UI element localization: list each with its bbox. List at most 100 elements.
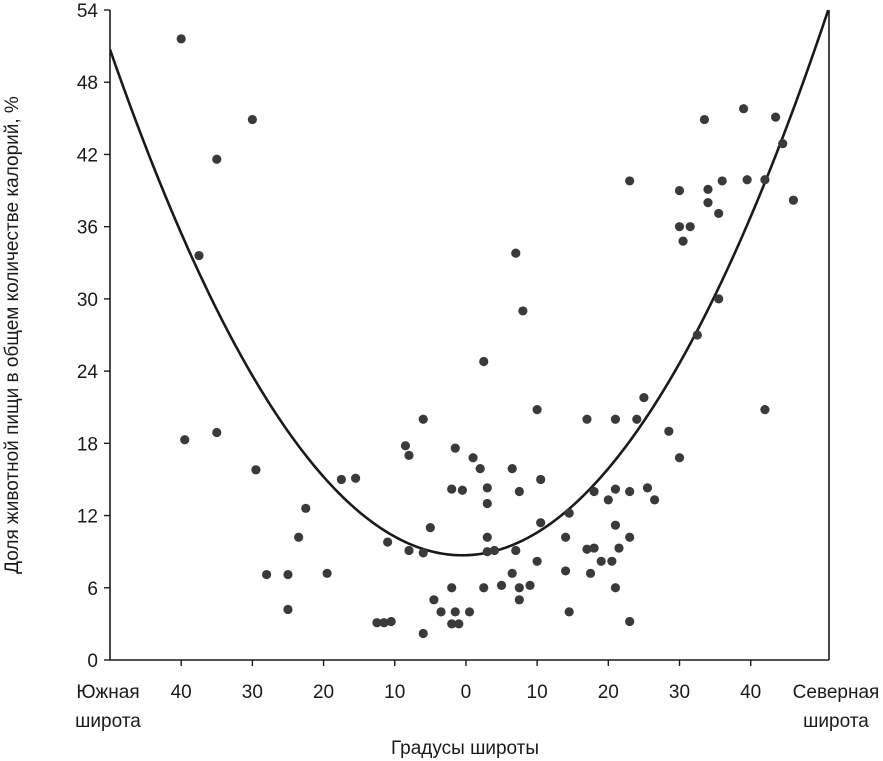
x-right-label-line2: широта: [803, 711, 869, 732]
y-tick-label: 30: [77, 290, 98, 311]
data-point: [418, 628, 428, 639]
data-point: [614, 543, 624, 553]
data-point: [496, 580, 507, 590]
data-point: [447, 583, 457, 593]
x-axis-ticks: 40 30 20 10 0 10 20 30 40: [171, 660, 761, 703]
y-axis-ticks: 0 6 12 18 24 30 36 42 48 54: [77, 1, 110, 672]
data-point: [639, 392, 649, 403]
x-tick-label: 0: [461, 682, 472, 703]
y-tick-label: 6: [87, 579, 98, 600]
data-point: [464, 607, 475, 617]
data-point: [685, 222, 695, 232]
plot-area: [109, 10, 830, 661]
data-point: [294, 532, 304, 542]
data-point: [450, 607, 460, 617]
data-point: [703, 184, 713, 194]
data-point: [479, 356, 489, 367]
data-point: [479, 583, 489, 593]
data-point: [482, 547, 492, 557]
data-point: [610, 583, 621, 593]
data-point: [514, 486, 524, 497]
data-point: [176, 34, 186, 44]
data-point: [489, 545, 500, 556]
data-point: [610, 414, 621, 424]
data-point: [714, 294, 724, 304]
data-point: [649, 495, 660, 505]
y-tick-label: 42: [77, 145, 98, 166]
data-point: [251, 465, 261, 475]
y-tick-label: 48: [77, 73, 98, 94]
x-axis-title: Градусы широты: [391, 738, 539, 759]
data-point: [351, 473, 361, 483]
data-point: [301, 503, 311, 513]
data-point: [180, 435, 190, 445]
data-point: [518, 306, 528, 316]
data-point: [194, 250, 204, 261]
data-point: [532, 405, 542, 415]
data-point: [454, 619, 464, 629]
data-point: [632, 414, 642, 424]
data-point: [610, 484, 621, 494]
x-tick-label: 20: [598, 682, 619, 703]
data-point: [283, 569, 293, 580]
data-point: [589, 486, 599, 497]
data-point: [564, 607, 574, 617]
data-point: [372, 618, 382, 628]
data-point: [625, 486, 635, 497]
data-point: [742, 175, 752, 185]
data-point: [482, 532, 492, 542]
x-tick-label: 20: [313, 682, 334, 703]
data-point: [703, 197, 713, 208]
x-left-label-line2: широта: [75, 711, 141, 732]
data-point: [536, 518, 546, 528]
data-point: [400, 441, 411, 451]
data-point: [404, 545, 414, 556]
data-point: [564, 508, 574, 518]
x-tick-label: 40: [171, 682, 192, 703]
data-point: [482, 498, 492, 509]
data-point: [674, 185, 685, 196]
data-point: [514, 583, 524, 593]
data-point: [561, 566, 571, 576]
data-point: [585, 568, 596, 578]
data-point: [582, 414, 592, 424]
data-point: [379, 618, 389, 628]
trend-curve: [110, 10, 829, 557]
data-point: [625, 532, 635, 542]
x-right-label-line1: Северная: [793, 682, 880, 703]
data-point: [778, 139, 788, 149]
y-axis-title: Доля животной пищи в общем количестве ка…: [2, 96, 23, 574]
data-point: [561, 532, 571, 542]
x-tick-label: 30: [669, 682, 690, 703]
data-point: [678, 236, 688, 246]
data-point: [336, 474, 346, 485]
x-tick-label: 10: [527, 682, 548, 703]
data-point: [589, 543, 599, 553]
x-tick-label: 40: [740, 682, 761, 703]
data-point: [418, 414, 428, 424]
data-point: [262, 569, 272, 580]
data-point: [674, 453, 685, 463]
data-point: [404, 450, 414, 460]
data-point: [457, 485, 467, 495]
data-point: [212, 154, 222, 164]
x-tick-label: 10: [384, 682, 405, 703]
y-tick-label: 24: [77, 362, 99, 383]
data-point: [418, 548, 428, 558]
data-point: [383, 537, 393, 547]
x-end-labels: Южная широта Северная широта: [75, 682, 879, 732]
data-point: [625, 176, 635, 186]
data-point: [603, 495, 613, 505]
data-point: [788, 195, 799, 205]
x-left-label-line1: Южная: [76, 682, 139, 703]
data-point: [247, 114, 257, 125]
data-point: [511, 248, 521, 258]
data-point: [674, 222, 685, 232]
data-point: [738, 104, 749, 114]
data-point: [425, 522, 435, 533]
data-point: [212, 427, 222, 438]
data-point: [625, 616, 635, 627]
data-point: [582, 544, 592, 554]
data-point: [514, 595, 524, 605]
